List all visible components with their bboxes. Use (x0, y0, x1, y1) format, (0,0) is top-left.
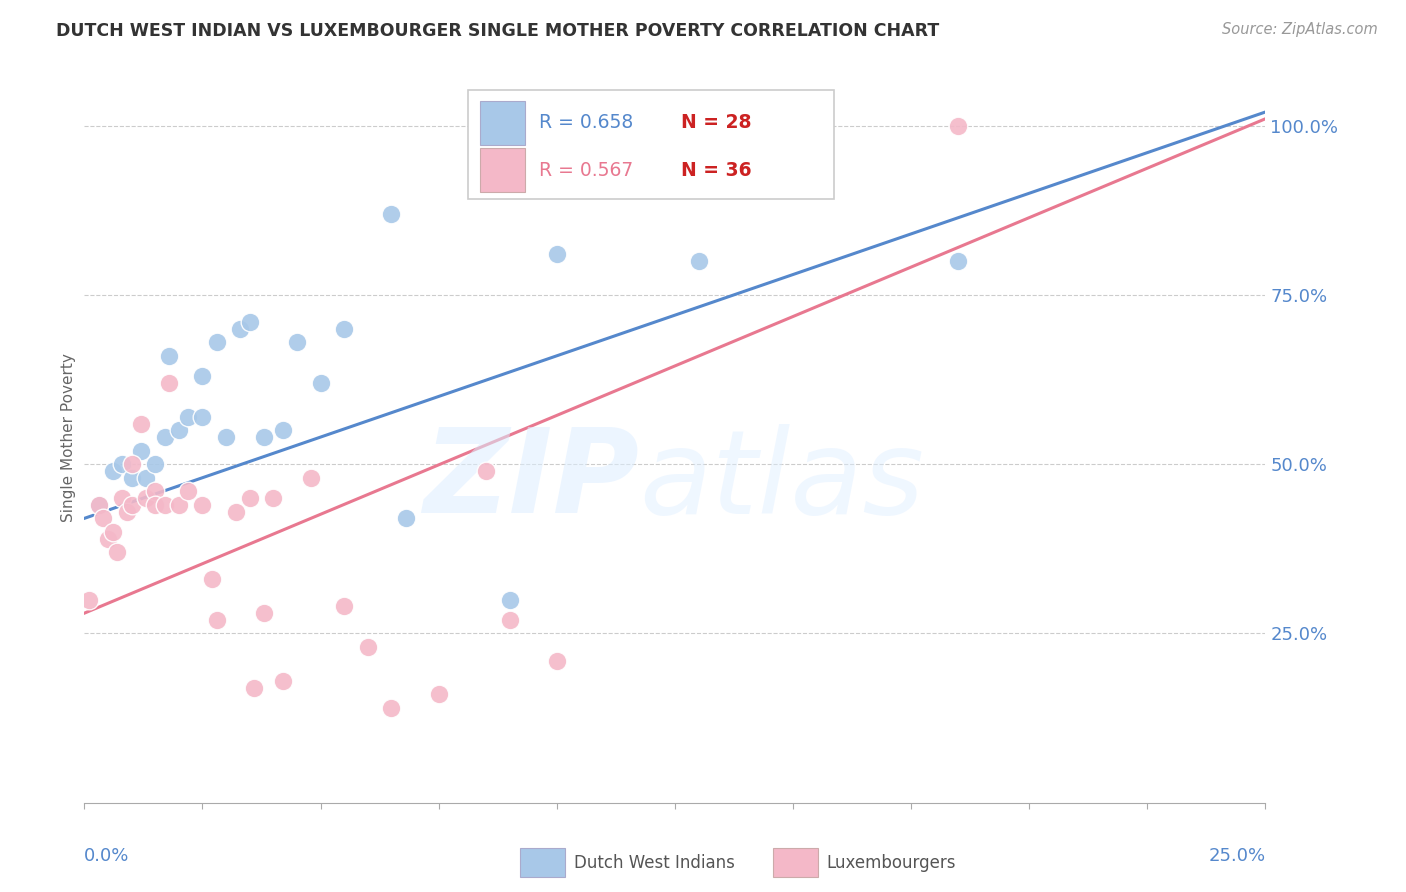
Point (271, 673, 294, 688)
Point (111, 457, 134, 471)
Point (394, 511, 416, 525)
Text: N = 36: N = 36 (681, 161, 751, 179)
Point (143, 457, 166, 471)
Text: Luxembourgers: Luxembourgers (827, 854, 956, 871)
Point (546, 654, 568, 668)
Point (91, 511, 114, 525)
Point (87, 498, 110, 512)
Point (380, 206, 402, 220)
Point (225, 505, 247, 519)
Text: N = 28: N = 28 (681, 113, 751, 132)
Point (688, 254, 710, 268)
Point (205, 613, 228, 627)
Point (239, 315, 262, 329)
Point (87, 498, 110, 512)
Point (101, 464, 124, 478)
Point (205, 335, 228, 350)
Point (101, 524, 124, 539)
Point (333, 599, 356, 614)
Text: R = 0.567: R = 0.567 (538, 161, 633, 179)
Text: atlas: atlas (640, 424, 925, 538)
Text: DUTCH WEST INDIAN VS LUXEMBOURGER SINGLE MOTHER POVERTY CORRELATION CHART: DUTCH WEST INDIAN VS LUXEMBOURGER SINGLE… (56, 22, 939, 40)
Text: R = 0.658: R = 0.658 (538, 113, 633, 132)
Point (271, 423, 294, 437)
Point (143, 498, 166, 512)
FancyBboxPatch shape (468, 90, 834, 200)
Text: 25.0%: 25.0% (1208, 847, 1265, 864)
Point (498, 592, 520, 607)
Point (299, 471, 322, 485)
Point (239, 491, 262, 505)
Point (121, 457, 143, 471)
Point (427, 688, 450, 702)
Point (97, 532, 120, 546)
Point (475, 464, 498, 478)
Point (107, 545, 129, 559)
Point (115, 505, 138, 519)
Point (177, 409, 200, 424)
Point (167, 498, 190, 512)
Point (121, 471, 143, 485)
Point (498, 613, 520, 627)
Point (177, 484, 200, 499)
Point (215, 430, 238, 444)
Point (135, 491, 157, 505)
Point (77, 592, 100, 607)
FancyBboxPatch shape (479, 101, 524, 145)
Point (357, 640, 380, 654)
Text: Source: ZipAtlas.com: Source: ZipAtlas.com (1222, 22, 1378, 37)
Point (253, 606, 276, 620)
Point (167, 423, 190, 437)
Point (243, 681, 266, 695)
Point (153, 430, 176, 444)
Point (121, 498, 143, 512)
Point (135, 471, 157, 485)
Point (201, 572, 224, 586)
Point (191, 498, 214, 512)
Point (157, 376, 180, 390)
Point (129, 417, 152, 431)
Point (143, 484, 166, 499)
Point (262, 491, 284, 505)
Point (380, 701, 402, 715)
Point (191, 409, 214, 424)
Point (191, 369, 214, 384)
Point (309, 376, 332, 390)
Y-axis label: Single Mother Poverty: Single Mother Poverty (60, 352, 76, 522)
Point (333, 322, 356, 336)
Point (546, 247, 568, 261)
Point (129, 443, 152, 458)
Point (153, 498, 176, 512)
Point (229, 322, 252, 336)
Text: Dutch West Indians: Dutch West Indians (574, 854, 734, 871)
Point (111, 491, 134, 505)
FancyBboxPatch shape (479, 148, 524, 192)
Point (253, 430, 276, 444)
Point (948, 119, 970, 133)
Point (157, 349, 180, 363)
Point (285, 335, 308, 350)
Text: ZIP: ZIP (423, 424, 640, 539)
Point (948, 254, 970, 268)
Text: 0.0%: 0.0% (84, 847, 129, 864)
